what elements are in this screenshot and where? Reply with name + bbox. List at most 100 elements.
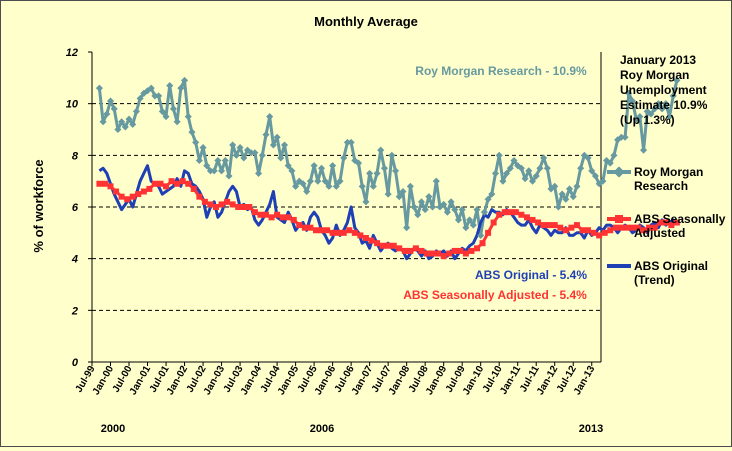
data-point-roy-morgan-research — [425, 193, 433, 201]
data-point-roy-morgan-research — [466, 216, 474, 224]
data-point-abs-seasonally-adjusted — [207, 201, 214, 208]
data-point-roy-morgan-research — [429, 203, 437, 211]
data-point-roy-morgan-research — [654, 100, 662, 108]
annotation-line: January 2013 — [620, 53, 696, 67]
data-point-roy-morgan-research — [347, 138, 355, 146]
data-point-roy-morgan-research — [206, 167, 214, 175]
data-point-roy-morgan-research — [132, 107, 140, 115]
data-point-abs-seasonally-adjusted — [346, 227, 353, 234]
data-point-roy-morgan-research — [628, 97, 637, 105]
data-point-roy-morgan-research — [177, 84, 185, 92]
data-point-abs-seasonally-adjusted — [124, 196, 131, 203]
data-point-roy-morgan-research — [169, 105, 177, 113]
data-point-roy-morgan-research — [240, 154, 248, 162]
data-point-roy-morgan-research — [373, 169, 381, 177]
data-point-abs-seasonally-adjusted — [401, 247, 408, 254]
data-point-roy-morgan-research — [658, 105, 666, 113]
data-point-abs-seasonally-adjusted — [429, 250, 436, 257]
data-point-roy-morgan-research — [447, 198, 455, 206]
y-tick-label: 4 — [71, 254, 78, 266]
data-point-abs-seasonally-adjusted — [451, 247, 458, 254]
data-point-roy-morgan-research — [362, 198, 370, 206]
data-point-abs-seasonally-adjusted — [357, 232, 364, 239]
data-point-abs-seasonally-adjusted — [662, 219, 669, 226]
data-point-abs-seasonally-adjusted — [218, 201, 225, 208]
data-point-roy-morgan-research — [606, 159, 614, 167]
side-annotation: January 2013 Roy Morgan Unemployment Est… — [620, 53, 708, 127]
year-label: 2013 — [579, 423, 603, 435]
year-labels: 2000 2006 2013 — [101, 423, 603, 435]
data-point-abs-seasonally-adjusted — [163, 183, 170, 190]
data-point-abs-seasonally-adjusted — [568, 224, 575, 231]
data-point-roy-morgan-research — [662, 100, 670, 108]
data-point-abs-seasonally-adjusted — [107, 183, 114, 190]
data-point-roy-morgan-research — [114, 125, 122, 134]
data-point-abs-seasonally-adjusted — [562, 227, 569, 234]
data-point-roy-morgan-research — [317, 164, 326, 172]
data-point-abs-seasonally-adjusted — [585, 227, 592, 234]
data-point-roy-morgan-research — [403, 224, 411, 232]
data-point-roy-morgan-research — [536, 164, 544, 172]
data-point-abs-seasonally-adjusted — [535, 219, 542, 226]
data-point-roy-morgan-research — [462, 224, 470, 232]
data-point-abs-seasonally-adjusted — [185, 180, 192, 187]
data-point-roy-morgan-research — [332, 182, 340, 190]
data-point-abs-seasonally-adjusted — [629, 224, 636, 231]
data-point-roy-morgan-research — [221, 156, 229, 165]
legend-label: Research — [634, 179, 688, 193]
data-point-roy-morgan-research — [647, 110, 655, 118]
data-point-abs-seasonally-adjusted — [257, 211, 264, 218]
legend-item-abs-seasonally-adjusted: ABS Seasonally Adjusted — [607, 212, 726, 240]
data-point-roy-morgan-research — [125, 115, 133, 123]
data-point-abs-seasonally-adjusted — [573, 222, 580, 229]
y-tick-label: 2 — [71, 305, 78, 317]
data-point-roy-morgan-research — [369, 182, 377, 190]
data-point-roy-morgan-research — [432, 177, 440, 185]
data-point-abs-seasonally-adjusted — [312, 227, 319, 234]
legend-label: (Trend) — [634, 273, 675, 287]
data-point-abs-seasonally-adjusted — [635, 224, 642, 231]
data-point-roy-morgan-research — [495, 151, 503, 159]
data-point-roy-morgan-research — [421, 206, 429, 214]
data-point-roy-morgan-research — [525, 167, 533, 175]
data-point-abs-seasonally-adjusted — [146, 185, 153, 192]
data-point-abs-seasonally-adjusted — [529, 216, 536, 223]
data-point-roy-morgan-research — [210, 167, 218, 175]
data-point-abs-seasonally-adjusted — [462, 250, 469, 257]
data-point-roy-morgan-research — [151, 92, 159, 100]
data-point-abs-seasonally-adjusted — [468, 247, 475, 254]
data-point-abs-seasonally-adjusted — [296, 222, 303, 229]
data-point-abs-seasonally-adjusted — [657, 219, 664, 226]
data-point-abs-seasonally-adjusted — [540, 222, 547, 229]
data-point-roy-morgan-research — [218, 167, 226, 175]
legend-label: ABS Original — [634, 259, 708, 273]
data-point-roy-morgan-research — [188, 128, 196, 136]
data-point-roy-morgan-research — [443, 208, 451, 216]
data-point-abs-seasonally-adjusted — [274, 211, 281, 218]
data-point-abs-seasonally-adjusted — [396, 245, 403, 252]
annotation-line: Roy Morgan — [620, 68, 689, 82]
data-point-roy-morgan-research — [440, 200, 448, 208]
legend-label: Adjusted — [634, 226, 685, 240]
data-point-roy-morgan-research — [599, 177, 607, 185]
data-point-roy-morgan-research — [503, 169, 511, 177]
data-point-roy-morgan-research — [584, 154, 592, 162]
data-point-roy-morgan-research — [591, 172, 599, 180]
y-tick-labels: 0 2 4 6 8 10 12 — [66, 47, 92, 369]
data-point-roy-morgan-research — [558, 190, 566, 198]
data-point-roy-morgan-research — [303, 187, 311, 196]
data-point-roy-morgan-research — [562, 195, 570, 203]
data-point-roy-morgan-research — [306, 177, 314, 185]
data-point-abs-seasonally-adjusted — [551, 222, 558, 229]
data-point-roy-morgan-research — [192, 138, 200, 146]
data-point-roy-morgan-research — [366, 169, 374, 177]
data-point-roy-morgan-research — [588, 167, 596, 175]
data-point-abs-seasonally-adjusted — [668, 222, 675, 229]
data-point-abs-seasonally-adjusted — [424, 250, 431, 257]
data-point-roy-morgan-research — [521, 175, 529, 183]
data-point-roy-morgan-research — [610, 151, 618, 159]
data-point-roy-morgan-research — [106, 97, 115, 105]
legend-label: Roy Morgan — [634, 165, 703, 179]
data-point-abs-seasonally-adjusted — [646, 224, 653, 231]
